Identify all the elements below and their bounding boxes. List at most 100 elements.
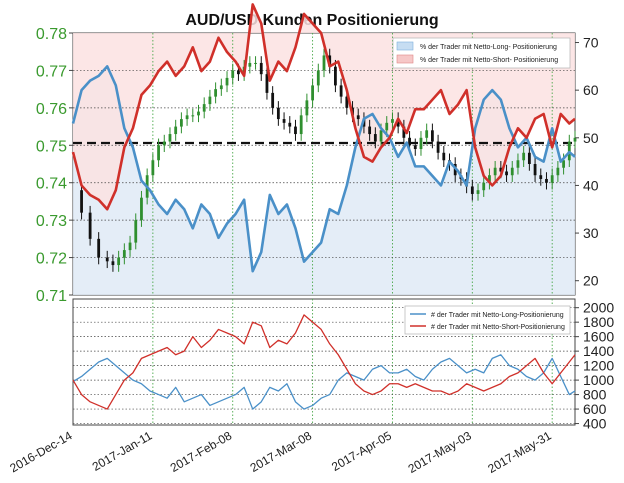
candle-body: [499, 167, 503, 172]
legend-label-short-count: # der Trader mit Netto-Short-Positionier…: [431, 324, 565, 331]
candle-body: [550, 175, 554, 183]
candle-body: [402, 126, 406, 138]
candle-body: [214, 89, 218, 97]
x-axis-ticks: 2016-Dec-14 2017-Jan-11 2017-Feb-08 2017-Ma…: [7, 428, 554, 476]
candle-body: [533, 164, 537, 176]
count-lines: [72, 314, 576, 410]
x-tick-label: 2017-Apr-05: [329, 428, 394, 474]
candle-body: [328, 55, 332, 67]
upper-panel: 0.78 0.77 0.76 0.75 0.74 0.73 0.72 0.71 70 60 50 4…: [36, 3, 599, 305]
candle-body: [122, 250, 126, 258]
candle-body: [345, 96, 349, 108]
candle-body: [174, 126, 178, 135]
left-tick-label: 0.71: [36, 288, 67, 305]
right-tick-label: 60: [583, 82, 599, 98]
candle-body: [80, 190, 83, 213]
candle-body: [396, 119, 400, 127]
right-tick-label: 70: [583, 35, 599, 51]
lower-tick-label: 600: [583, 401, 607, 417]
candle-body: [573, 137, 577, 142]
candle-body: [373, 134, 377, 142]
candle-body: [430, 130, 434, 142]
candle-body: [516, 160, 520, 168]
candle-body: [476, 190, 480, 194]
candle-body: [134, 220, 138, 243]
candle-body: [442, 152, 446, 161]
candle-body: [322, 55, 326, 71]
right-tick-label: 20: [583, 273, 599, 289]
lower-tick-label: 400: [583, 416, 607, 432]
candle-body: [470, 186, 474, 194]
candle-body: [128, 242, 132, 251]
candle-body: [493, 167, 497, 176]
legend-swatch-short: [396, 54, 414, 64]
candle-body: [231, 70, 235, 78]
right-tick-label: 50: [583, 130, 599, 146]
candle-body: [254, 62, 257, 64]
candle-body: [248, 62, 252, 67]
short-percent-line: [71, 3, 576, 211]
candle-body: [527, 152, 531, 164]
candle-body: [225, 77, 229, 86]
candle-body: [425, 130, 429, 138]
candle-body: [117, 257, 121, 266]
left-tick-label: 0.74: [36, 176, 67, 193]
left-tick-label: 0.73: [36, 213, 67, 230]
sentiment-lines: [71, 3, 576, 273]
candle-body: [237, 70, 240, 75]
candle-body: [556, 167, 560, 176]
candle-body: [311, 85, 314, 101]
right-tick-label: 40: [583, 177, 599, 193]
lower-tick-label: 1400: [583, 343, 614, 359]
candle-body: [356, 115, 360, 120]
x-tick-label: 2017-Feb-08: [168, 428, 235, 475]
long-count-line: [72, 354, 576, 410]
lower-tick-label: 1000: [583, 372, 614, 388]
candle-body: [305, 100, 309, 116]
lower-tick-label: 2000: [583, 300, 614, 316]
candle-body: [151, 160, 155, 176]
candle-body: [282, 119, 286, 123]
x-tick-label: 2017-May-03: [406, 428, 475, 476]
left-axis-ticks: 0.78 0.77 0.76 0.75 0.74 0.73 0.72 0.71: [36, 26, 73, 305]
candle-body: [97, 238, 101, 258]
candle-body: [111, 261, 115, 266]
candle-body: [288, 122, 292, 127]
long-percent-line: [71, 65, 576, 273]
candle-body: [259, 62, 263, 75]
candle-body: [276, 107, 280, 120]
candle-body: [391, 119, 394, 123]
candle-body: [197, 111, 200, 116]
candle-body: [385, 122, 389, 131]
left-tick-label: 0.75: [36, 138, 67, 155]
lower-tick-label: 1800: [583, 314, 614, 330]
candle-body: [265, 74, 269, 93]
candle-body: [168, 134, 172, 142]
candle-body: [488, 175, 491, 183]
lower-gridlines: [73, 299, 575, 425]
candle-body: [162, 141, 166, 146]
candle-body: [157, 145, 160, 161]
candle-body: [208, 96, 212, 105]
candle-body: [88, 212, 92, 239]
short-count-line: [72, 314, 576, 410]
candle-body: [539, 175, 543, 179]
candle-body: [271, 92, 275, 108]
x-tick-label: 2017-Jan-11: [90, 428, 155, 474]
right-tick-label: 30: [583, 225, 599, 241]
candle-body: [105, 257, 109, 262]
candle-body: [368, 126, 372, 135]
right-axis-ticks: 70 60 50 40 30 20: [575, 35, 599, 289]
candle-body: [294, 126, 297, 135]
lower-legend-box: [404, 305, 571, 335]
candle-body: [316, 70, 320, 86]
candle-body: [436, 141, 440, 153]
candle-body: [202, 104, 206, 112]
candle-body: [505, 171, 508, 176]
candle-body: [510, 167, 514, 176]
candle-body: [413, 145, 417, 150]
upper-legend: % der Trader mit Netto-Long- Positionier…: [392, 37, 571, 69]
candle-body: [299, 115, 303, 135]
